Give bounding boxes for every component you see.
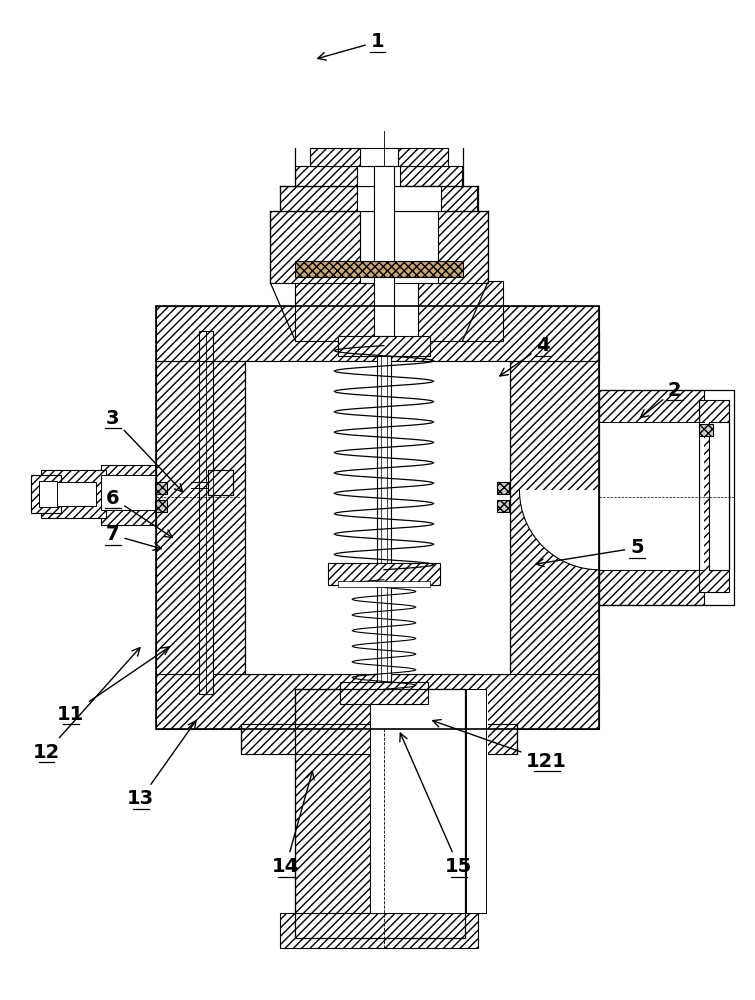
Bar [709,422,729,570]
Bar [380,281,418,341]
Bar [357,186,441,211]
Bar [497,500,509,512]
Bar [510,331,599,694]
Bar [466,689,485,913]
Bar [199,331,213,694]
Bar [360,211,438,283]
Bar [400,166,462,186]
Bar [370,689,390,913]
Bar [328,563,439,585]
Bar [42,470,106,518]
Bar [280,186,357,211]
Bar [156,306,599,729]
Bar [497,482,509,494]
Bar [398,211,488,283]
Bar [241,724,517,754]
Bar [280,913,478,948]
Bar [295,166,357,186]
Text: 5: 5 [536,538,644,567]
Bar [245,361,510,674]
Text: 1: 1 [318,32,384,60]
Text: 6: 6 [106,489,172,537]
Bar [101,475,156,510]
Text: 2: 2 [640,381,682,418]
Bar [295,261,463,277]
Bar [374,166,394,341]
Bar [101,465,156,525]
Bar [377,336,391,704]
Bar [357,166,400,186]
Bar [155,500,167,512]
Bar [338,581,430,587]
Bar [341,682,428,704]
Bar [370,689,488,913]
Bar [599,422,704,570]
Bar [599,390,734,605]
Bar [156,674,599,729]
Bar [31,475,61,513]
Polygon shape [519,490,619,570]
Bar [398,148,448,166]
Text: 4: 4 [500,336,550,376]
Bar [381,346,387,689]
Bar [599,390,704,605]
Bar [295,689,370,938]
Bar [360,148,398,166]
Text: 13: 13 [127,721,196,808]
Text: 12: 12 [33,648,140,762]
Bar [295,689,464,938]
Bar [390,689,466,913]
Bar [699,400,729,592]
Text: 3: 3 [106,409,183,492]
Bar [400,186,476,211]
Bar [39,481,57,507]
Text: 11: 11 [57,647,169,724]
Bar [155,482,167,494]
Bar [270,211,360,283]
Bar [156,331,245,694]
Bar [56,482,96,506]
Bar [310,148,360,166]
Bar [156,306,599,361]
Bar [208,470,233,495]
Bar [338,336,430,356]
Text: 121: 121 [433,720,567,771]
Bar [295,281,380,341]
Bar [418,281,503,341]
Bar [699,424,713,436]
Bar [390,689,464,938]
Text: 14: 14 [272,771,314,876]
Bar [208,470,233,495]
Text: 7: 7 [106,525,162,550]
Text: 15: 15 [400,733,473,876]
